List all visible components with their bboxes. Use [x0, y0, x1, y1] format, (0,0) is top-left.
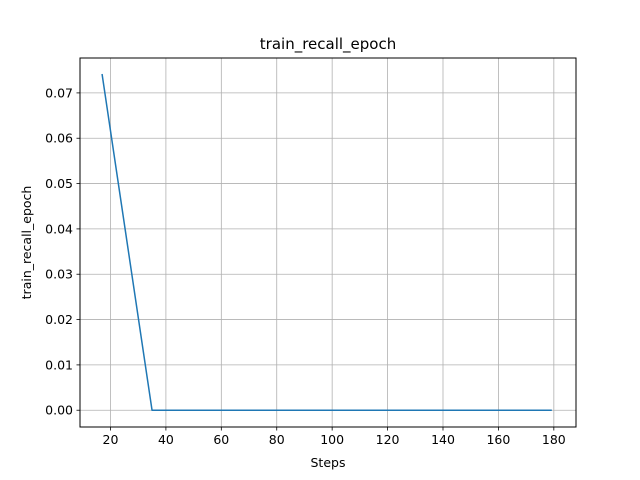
- x-tick-label: 160: [486, 432, 510, 447]
- x-tick-label: 20: [103, 432, 119, 447]
- x-tick-label: 60: [213, 432, 229, 447]
- y-tick-label: 0.04: [45, 221, 73, 236]
- series-line: [101, 73, 552, 411]
- y-tick-label: 0.00: [45, 403, 73, 418]
- y-axis: 0.00 0.01 0.02 0.03 0.04 0.05 0.06 0.07: [45, 85, 80, 418]
- series-layer: [101, 73, 552, 411]
- x-axis-title: Steps: [311, 455, 346, 470]
- x-tick-label: 120: [376, 432, 400, 447]
- x-axis: 20 40 60 80 100 120 140 160 180: [103, 427, 566, 447]
- x-tick-label: 180: [542, 432, 566, 447]
- chart-title: train_recall_epoch: [260, 35, 396, 54]
- y-tick-label: 0.06: [45, 131, 73, 146]
- x-tick-label: 80: [269, 432, 285, 447]
- y-axis-title: train_recall_epoch: [19, 186, 34, 300]
- y-tick-label: 0.03: [45, 267, 73, 282]
- y-tick-label: 0.07: [45, 85, 73, 100]
- x-tick-label: 140: [431, 432, 455, 447]
- y-tick-label: 0.05: [45, 176, 73, 191]
- y-tick-label: 0.01: [45, 357, 73, 372]
- plot-frame: [79, 57, 577, 428]
- x-tick-label: 100: [320, 432, 344, 447]
- y-tick-label: 0.02: [45, 312, 73, 327]
- x-tick-label: 40: [158, 432, 174, 447]
- grid-lines: [80, 58, 576, 427]
